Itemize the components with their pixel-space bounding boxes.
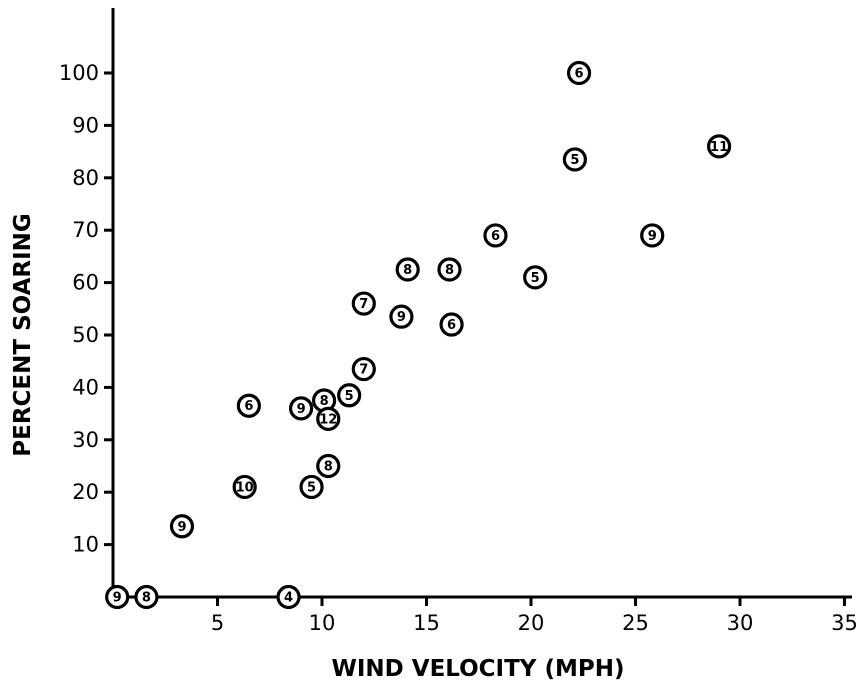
y-tick-label: 70	[72, 218, 99, 242]
data-point: 12	[316, 406, 341, 431]
data-point-label: 6	[447, 318, 456, 333]
data-point-label: 9	[177, 520, 186, 535]
data-point-label: 8	[324, 460, 333, 475]
data-point-marker	[483, 223, 508, 248]
data-point: 6	[483, 223, 508, 248]
data-point-label: 9	[397, 310, 406, 325]
data-point-label: 5	[570, 153, 579, 168]
x-tick-label: 10	[309, 611, 336, 635]
data-point-label: 6	[491, 229, 500, 244]
data-point-marker	[395, 257, 420, 282]
x-axis-title: WIND VELOCITY (MPH)	[332, 656, 625, 682]
data-point-marker	[316, 453, 341, 479]
data-point: 8	[134, 584, 159, 610]
data-point-label: 8	[403, 263, 412, 278]
data-point-label: 5	[345, 389, 354, 404]
data-point-label: 6	[575, 67, 584, 82]
data-point-marker	[351, 291, 376, 316]
data-point-marker	[562, 147, 587, 172]
data-point-label: 5	[307, 480, 316, 495]
data-point-marker	[276, 584, 301, 610]
data-point-marker	[105, 584, 130, 610]
y-tick-label: 90	[72, 113, 99, 137]
x-tick-label: 35	[831, 611, 858, 635]
data-point: 9	[169, 514, 195, 539]
data-point: 5	[299, 474, 324, 500]
y-axis-title: PERCENT SOARING	[10, 213, 36, 457]
data-point-label: 5	[531, 271, 540, 286]
data-point-marker	[439, 312, 464, 337]
data-point-marker	[134, 584, 159, 610]
data-point: 9	[289, 396, 314, 421]
data-point-label: 10	[236, 480, 254, 495]
ticks: 10 20 30 40 50 60 70 80 90 100 5 10 15 20 25 30 35	[59, 61, 858, 635]
data-point: 6	[566, 60, 592, 86]
data-point: 9	[389, 304, 414, 329]
data-point-marker	[523, 265, 548, 290]
y-tick-label: 30	[72, 428, 99, 452]
y-tick-label: 50	[72, 323, 99, 347]
data-point-label: 12	[319, 412, 337, 427]
data-point-marker	[389, 304, 414, 329]
data-point-label: 7	[359, 297, 368, 312]
data-point-label: 8	[445, 263, 454, 278]
x-tick-label: 15	[413, 611, 440, 635]
x-tick-label: 5	[211, 611, 224, 635]
axes	[111, 8, 852, 599]
data-point: 5	[523, 265, 548, 290]
y-tick-label: 80	[72, 166, 99, 190]
data-point-marker	[169, 514, 195, 539]
data-point: 10	[232, 474, 257, 500]
data-point: 9	[640, 223, 665, 248]
data-point-marker	[299, 474, 324, 500]
data-point: 4	[276, 584, 301, 610]
data-point-marker	[706, 134, 732, 159]
data-point: 8	[316, 453, 341, 479]
data-point-label: 7	[359, 363, 368, 378]
x-tick-label: 20	[518, 611, 545, 635]
data-point: 8	[395, 257, 420, 282]
y-tick-label: 100	[59, 61, 99, 85]
y-tick-label: 60	[72, 271, 99, 295]
y-tick-label: 10	[72, 533, 99, 557]
data-point-label: 9	[648, 229, 657, 244]
data-point: 11	[706, 134, 732, 159]
x-tick-label: 30	[727, 611, 754, 635]
data-point-marker	[316, 406, 341, 431]
y-tick-label: 20	[72, 480, 99, 504]
data-point-marker	[289, 396, 314, 421]
data-point-marker	[437, 257, 462, 282]
data-point-marker	[232, 474, 257, 500]
data-point: 6	[439, 312, 464, 337]
data-point: 7	[351, 356, 376, 382]
data-point-marker	[566, 60, 592, 86]
data-point: 9	[105, 584, 130, 610]
data-point-label: 9	[297, 402, 306, 417]
data-point-label: 8	[142, 591, 151, 606]
data-point: 8	[311, 388, 337, 413]
data-point: 6	[236, 393, 261, 418]
data-point-marker	[640, 223, 665, 248]
data-point: 7	[351, 291, 376, 316]
y-tick-label: 40	[72, 375, 99, 399]
data-point: 5	[562, 147, 587, 172]
data-point-label: 11	[710, 140, 728, 155]
data-point: 5	[337, 383, 362, 408]
data-point-marker	[236, 393, 261, 418]
data-point: 8	[437, 257, 462, 282]
data-point-label: 6	[244, 399, 253, 414]
data-point-label: 4	[284, 591, 293, 606]
data-point-marker	[337, 383, 362, 408]
data-point-label: 9	[113, 591, 122, 606]
x-tick-label: 25	[622, 611, 649, 635]
data-point-marker	[351, 356, 376, 382]
data-point-label: 8	[320, 394, 329, 409]
